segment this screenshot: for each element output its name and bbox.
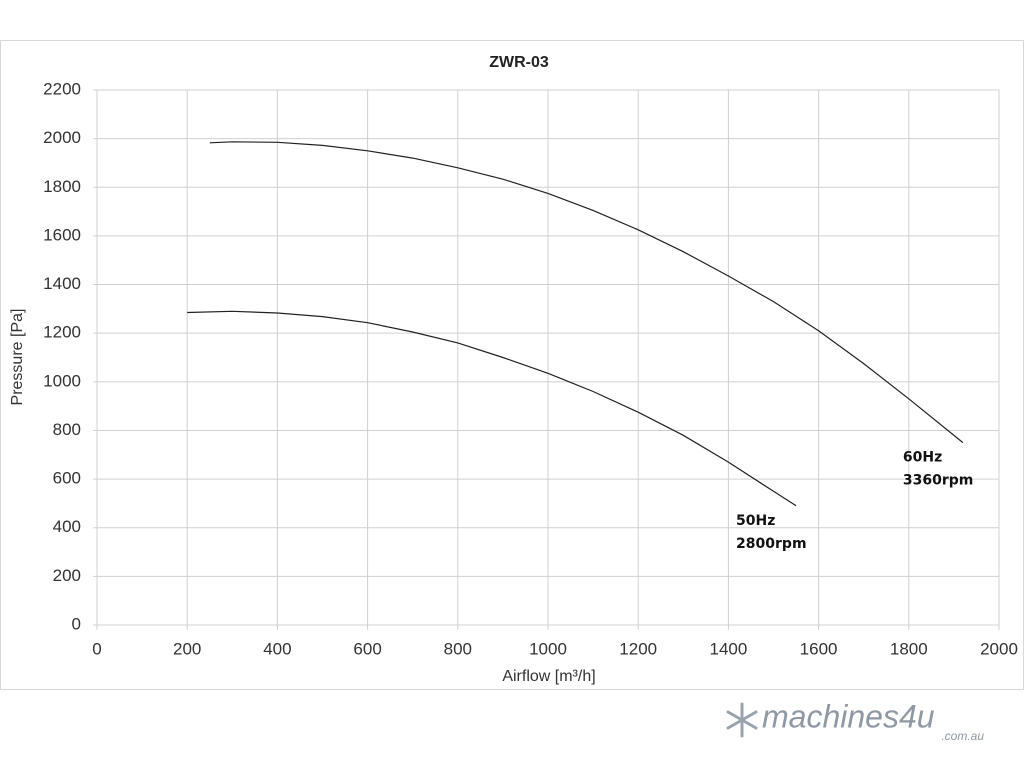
y-tick-label: 2000 xyxy=(43,128,81,147)
x-tick-label: 2000 xyxy=(980,639,1018,658)
y-tick-label: 1400 xyxy=(43,274,81,293)
x-tick-label: 600 xyxy=(353,639,381,658)
series-annotation: 50Hz xyxy=(736,513,775,529)
x-tick-label: 1400 xyxy=(709,639,747,658)
y-tick-label: 800 xyxy=(53,420,81,439)
watermark-brand: machines4u xyxy=(762,698,935,734)
watermark-icon xyxy=(726,702,758,738)
y-tick-label: 1600 xyxy=(43,225,81,244)
x-tick-label: 200 xyxy=(173,639,201,658)
series-annotation: 60Hz xyxy=(903,450,942,466)
y-tick-label: 1200 xyxy=(43,323,81,342)
y-axis-label: Pressure [Pa] xyxy=(9,309,26,406)
x-tick-label: 0 xyxy=(92,639,101,658)
x-tick-label: 1000 xyxy=(529,639,567,658)
x-tick-label: 1600 xyxy=(800,639,838,658)
y-tick-label: 200 xyxy=(53,566,81,585)
y-tick-label: 0 xyxy=(72,614,81,633)
y-tick-label: 2200 xyxy=(43,79,81,98)
chart-frame xyxy=(0,40,1024,690)
chart-title: ZWR-03 xyxy=(489,54,549,71)
x-tick-label: 400 xyxy=(263,639,291,658)
series-line xyxy=(187,310,797,507)
y-tick-label: 1000 xyxy=(43,371,81,390)
y-tick-label: 400 xyxy=(53,517,81,536)
x-tick-label: 800 xyxy=(444,639,472,658)
series-annotation: 2800rpm xyxy=(736,536,806,552)
watermark-domain: .com.au xyxy=(941,729,984,743)
x-axis-label: Airflow [m³/h] xyxy=(502,668,595,685)
x-tick-label: 1200 xyxy=(619,639,657,658)
y-tick-label: 1800 xyxy=(43,177,81,196)
x-tick-label: 1800 xyxy=(890,639,928,658)
series-annotation: 3360rpm xyxy=(903,473,973,489)
series-line xyxy=(209,141,964,444)
y-tick-label: 600 xyxy=(53,469,81,488)
